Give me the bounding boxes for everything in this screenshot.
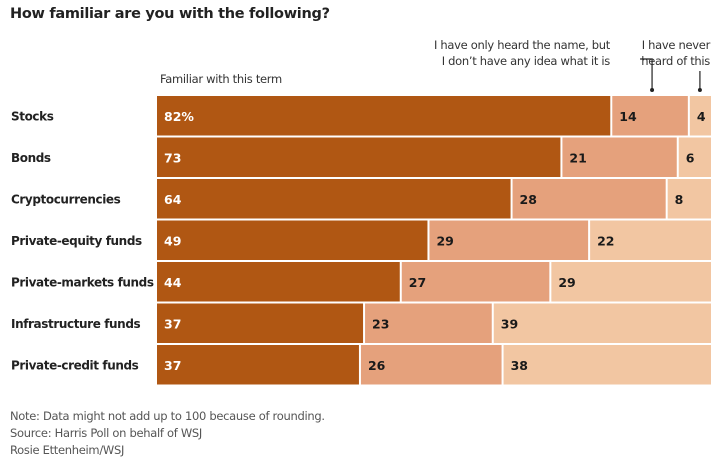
bar-segment	[678, 137, 711, 177]
category-label: Private-credit funds	[11, 358, 139, 372]
bar-segment	[157, 345, 359, 385]
legend-never-line2: heard of this	[641, 54, 710, 68]
bar-value-label: 64	[164, 192, 182, 207]
bar-segment	[157, 137, 561, 177]
category-label: Private-markets funds	[11, 275, 154, 289]
legend-heard-name: I have only heard the name, but I don’t …	[434, 37, 610, 69]
bar-value-label: 44	[164, 275, 182, 290]
bar-value-label: 28	[520, 192, 537, 207]
bar-segment	[401, 262, 550, 302]
bar-value-label: 4	[697, 109, 706, 124]
bar-value-label: 27	[409, 275, 426, 290]
bar-segment	[157, 262, 400, 302]
legend-heard-line1: I have only heard the name, but	[433, 38, 610, 52]
bar-segment	[551, 262, 711, 302]
bar-segment	[667, 179, 711, 219]
bar-segment	[689, 96, 711, 136]
footer-credit: Rosie Ettenheim/WSJ	[10, 443, 125, 457]
bar-segment	[157, 179, 511, 219]
bar-segment	[157, 96, 611, 136]
bar-segment	[429, 220, 589, 260]
bar-value-label: 82%	[164, 109, 194, 124]
legend-never-heard: I have never heard of this	[641, 37, 710, 69]
bar-segment	[562, 137, 677, 177]
legend-never-line1: I have never	[641, 38, 711, 52]
category-label: Cryptocurrencies	[11, 192, 121, 206]
bar-segment	[157, 220, 428, 260]
bar-value-label: 37	[164, 358, 181, 373]
bar-segment	[493, 303, 711, 343]
category-label: Private-equity funds	[11, 234, 142, 248]
chart-title: How familiar are you with the following?	[10, 6, 330, 22]
bar-value-label: 8	[675, 192, 684, 207]
bar-value-label: 21	[569, 150, 586, 165]
footer: Note: Data might not add up to 100 becau…	[10, 408, 325, 459]
bars-group: Stocks 82% 14 4 Bonds 73 21 6 Cryptocurrencies 64…	[11, 96, 711, 385]
bar-value-label: 23	[372, 316, 389, 331]
category-label: Bonds	[11, 151, 51, 165]
bar-segment	[157, 303, 364, 343]
bar-segment	[360, 345, 502, 385]
leader-line-heard	[640, 58, 653, 89]
legend-familiar: Familiar with this term	[160, 72, 282, 86]
leader-dot-heard	[650, 88, 655, 92]
bar-segment	[512, 179, 666, 219]
bar-segment	[590, 220, 711, 260]
bar-value-label: 14	[619, 109, 637, 124]
legend-heard-line2: I don’t have any idea what it is	[441, 54, 611, 68]
bar-value-label: 6	[686, 150, 695, 165]
bar-segment	[365, 303, 492, 343]
bar-value-label: 29	[558, 275, 575, 290]
bar-segment	[503, 345, 711, 385]
bar-value-label: 29	[436, 233, 453, 248]
bar-value-label: 37	[164, 316, 181, 331]
bar-value-label: 49	[164, 233, 181, 248]
bar-value-label: 26	[368, 358, 386, 373]
bar-value-label: 38	[511, 358, 528, 373]
footer-source: Source: Harris Poll on behalf of WSJ	[10, 426, 203, 440]
bar-value-label: 39	[501, 316, 518, 331]
bar-value-label: 73	[164, 150, 181, 165]
legend-leader-lines	[640, 58, 702, 92]
bar-value-label: 22	[597, 233, 614, 248]
footer-note: Note: Data might not add up to 100 becau…	[10, 409, 325, 423]
category-label: Stocks	[11, 109, 54, 123]
leader-dot-never	[697, 88, 702, 92]
bar-segment	[612, 96, 688, 136]
stacked-bar-chart: Stocks 82% 14 4 Bonds 73 21 6 Cryptocurrencies 64…	[11, 58, 711, 385]
category-label: Infrastructure funds	[11, 317, 141, 331]
